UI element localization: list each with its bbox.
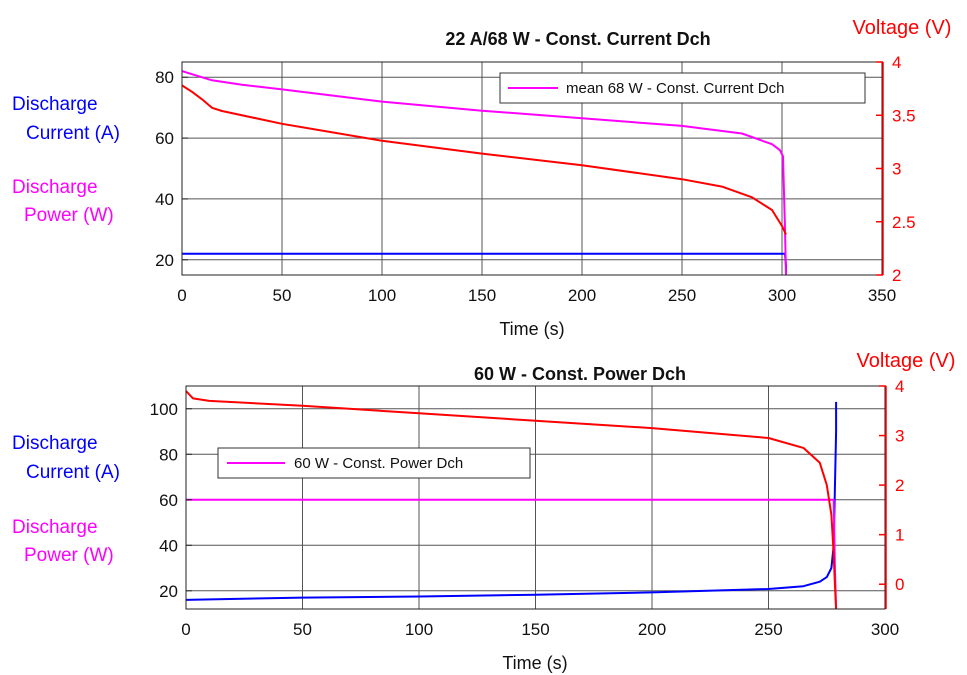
- y-right-tick-label: 2.5: [892, 213, 916, 232]
- legend-box: [499, 72, 866, 104]
- y-left-label-current-1: Discharge: [12, 94, 98, 115]
- series-line-current: [185, 401, 838, 601]
- legend-label: mean 68 W - Const. Current Dch: [566, 80, 784, 97]
- y-left-label-current-1: Discharge: [12, 433, 98, 454]
- x-tick-label: 250: [668, 286, 696, 305]
- y-right-tick-label: 3: [895, 427, 904, 446]
- y-right-axis-label: Voltage (V): [853, 17, 952, 39]
- y-left-label-power-1: Discharge: [12, 517, 98, 538]
- x-tick-label: 200: [638, 620, 666, 639]
- y-left-label-power-1: Discharge: [12, 177, 98, 198]
- plot-frame: [185, 385, 886, 610]
- x-tick-label: 200: [568, 286, 596, 305]
- y-right-tick-label: 0: [895, 575, 904, 594]
- x-tick-label: 50: [273, 286, 292, 305]
- y-left-tick-label: 60: [155, 129, 174, 148]
- chart-title: 60 W - Const. Power Dch: [474, 364, 686, 384]
- x-tick-label: 250: [754, 620, 782, 639]
- series-group: [181, 70, 787, 276]
- y-right-tick-label: 1: [895, 526, 904, 545]
- y-left-tick-label: 80: [159, 445, 178, 464]
- legend: 60 W - Const. Power Dch: [217, 447, 531, 479]
- x-tick-label: 100: [368, 286, 396, 305]
- y-left-tick-label: 40: [155, 190, 174, 209]
- series-line-voltage: [181, 84, 787, 235]
- legend-label: 60 W - Const. Power Dch: [294, 455, 463, 472]
- x-tick-label: 350: [868, 286, 896, 305]
- y-left-label-current-2: Current (A): [26, 462, 120, 483]
- x-tick-label: 100: [405, 620, 433, 639]
- y-right-tick-label: 3: [892, 160, 901, 179]
- y-right-ticks: 0 1 2 3 4: [879, 377, 904, 609]
- y-right-axis-label: Voltage (V): [857, 350, 956, 372]
- y-left-label-power-2: Power (W): [24, 545, 114, 566]
- x-tick-label: 50: [293, 620, 312, 639]
- series-line-voltage: [185, 390, 838, 610]
- y-right-tick-label: 3.5: [892, 106, 916, 125]
- series-line-power: [181, 70, 787, 276]
- x-axis-label: Time (s): [499, 319, 564, 339]
- y-left-tick-label: 100: [150, 400, 178, 419]
- x-tick-label: 150: [468, 286, 496, 305]
- y-left-label-current-2: Current (A): [26, 123, 120, 144]
- y-right-tick-label: 4: [892, 53, 901, 72]
- y-left-label-power-2: Power (W): [24, 205, 114, 226]
- series-group: [185, 390, 838, 610]
- x-axis-label: Time (s): [502, 653, 567, 673]
- x-tick-label: 300: [871, 620, 899, 639]
- y-right-tick-label: 2: [895, 476, 904, 495]
- y-right-tick-label: 4: [895, 377, 904, 396]
- x-tick-label: 0: [177, 286, 186, 305]
- y-left-tick-label: 20: [155, 251, 174, 270]
- y-left-ticks: 20 40 60 80 100: [150, 400, 192, 601]
- x-tick-label: 150: [521, 620, 549, 639]
- y-left-tick-label: 40: [159, 536, 178, 555]
- y-right-ticks: 2 2.5 3 3.5 4: [876, 53, 916, 285]
- y-left-tick-label: 80: [155, 68, 174, 87]
- x-tick-label: 300: [768, 286, 796, 305]
- chart-title: 22 A/68 W - Const. Current Dch: [445, 29, 710, 49]
- y-left-tick-label: 60: [159, 491, 178, 510]
- chart-top: 0 50 100 150 200 250 300 350 20 40 60 80 2 2.5 3 3.5 4…: [12, 17, 951, 339]
- x-tick-label: 0: [181, 620, 190, 639]
- legend: mean 68 W - Const. Current Dch: [499, 72, 866, 104]
- y-right-tick-label: 2: [892, 266, 901, 285]
- x-ticks: 0 50 100 150 200 250 300 350: [177, 286, 896, 305]
- x-ticks: 0 50 100 150 200 250 300: [181, 620, 899, 639]
- chart-bottom: 0 50 100 150 200 250 300 20 40 60 80 100 0 1 2 3 4 60 …: [12, 350, 955, 673]
- series-line-power: [186, 498, 838, 610]
- y-left-ticks: 20 40 60 80: [155, 68, 188, 270]
- y-left-tick-label: 20: [159, 582, 178, 601]
